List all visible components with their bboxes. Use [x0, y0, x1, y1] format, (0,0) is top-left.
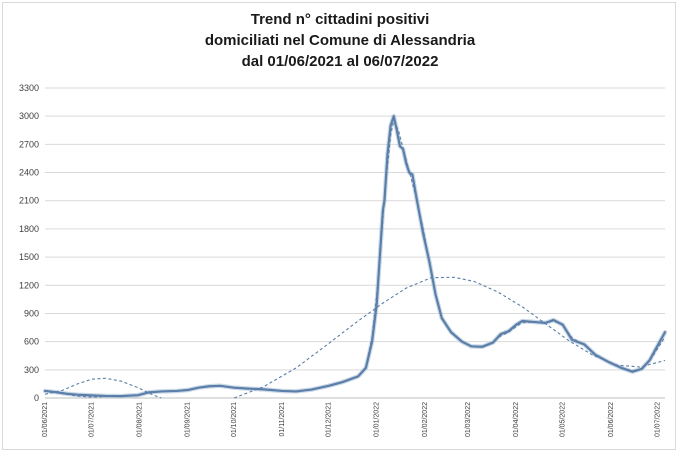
- chart-title-line-1: Trend n° cittadini positivi: [250, 11, 430, 28]
- x-tick-label: 01/03/2022: [465, 402, 472, 437]
- y-tick-label: 2700: [19, 139, 39, 149]
- x-tick-label: 01/05/2022: [560, 402, 567, 437]
- x-tick-label: 01/01/2022: [374, 402, 381, 437]
- x-tick-label: 01/07/2022: [654, 402, 661, 437]
- y-tick-label: 3300: [19, 83, 39, 93]
- x-tick-label: 01/12/2021: [326, 402, 333, 437]
- x-tick-label: 01/08/2021: [137, 402, 144, 437]
- x-tick-label: 01/06/2021: [42, 402, 49, 437]
- series-line-trend-2: [44, 377, 162, 399]
- y-tick-label: 1800: [19, 224, 39, 234]
- series-line-actual: [43, 115, 667, 398]
- y-tick-label: 2100: [19, 196, 39, 206]
- y-tick-label: 900: [24, 308, 39, 318]
- series-line-glow: [42, 113, 668, 399]
- x-tick-label: 01/04/2022: [513, 402, 520, 437]
- y-tick-label: 3000: [19, 111, 39, 121]
- y-tick-label: 0: [34, 393, 39, 403]
- x-tick-label: 01/09/2021: [185, 402, 192, 437]
- series-line-trend-1: [44, 119, 666, 398]
- y-tick-label: 1500: [19, 252, 39, 262]
- x-tick-label: 01/02/2022: [422, 402, 429, 437]
- chart-title-line-2: domiciliati nel Comune di Alessandria: [204, 32, 476, 49]
- x-tick-label: 01/07/2021: [89, 402, 96, 437]
- x-tick-label: 01/06/2022: [608, 402, 615, 437]
- y-tick-label: 1200: [19, 280, 39, 290]
- chart-frame: [2, 2, 676, 450]
- y-tick-label: 600: [24, 337, 39, 347]
- chart-title-line-3: dal 01/06/2021 al 06/07/2022: [241, 53, 439, 70]
- y-tick-label: 300: [24, 365, 39, 375]
- x-tick-label: 01/10/2021: [231, 402, 238, 437]
- x-tick-label: 01/11/2021: [279, 402, 286, 437]
- y-tick-label: 2400: [19, 168, 39, 178]
- series-line-trend-3: [233, 276, 666, 399]
